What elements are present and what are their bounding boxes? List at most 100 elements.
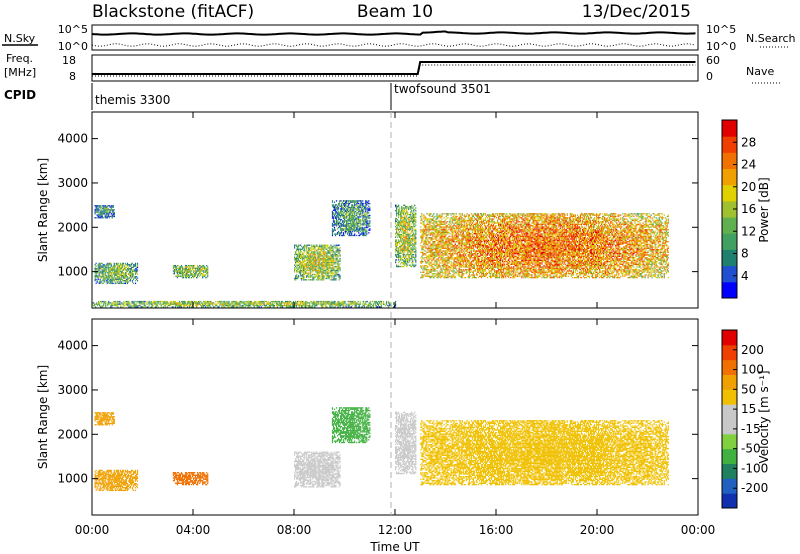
power-cell	[339, 263, 340, 264]
power-cell	[362, 207, 363, 208]
power-cell	[399, 242, 400, 243]
power-cell	[403, 229, 404, 230]
power-cell	[352, 204, 353, 205]
power-cell	[403, 214, 404, 215]
power-cell	[200, 274, 201, 275]
power-cell	[334, 215, 335, 216]
power-cell	[331, 263, 332, 264]
power-cell	[333, 212, 334, 213]
power-cell	[187, 273, 188, 274]
power-cell	[400, 239, 401, 240]
power-cell	[122, 265, 123, 266]
power-cell	[358, 232, 359, 233]
power-cell	[358, 203, 359, 204]
power-cell	[395, 223, 396, 224]
power-cell	[398, 251, 399, 252]
power-cell	[341, 210, 342, 211]
power-cell	[411, 258, 412, 259]
power-cell	[403, 213, 404, 214]
power-cell	[101, 209, 102, 210]
power-cell	[333, 251, 334, 252]
power-cell	[328, 278, 329, 279]
power-cell	[295, 279, 296, 280]
power-cell	[137, 273, 138, 274]
power-cell	[98, 279, 99, 280]
power-cell	[114, 216, 115, 217]
power-cell	[200, 272, 201, 273]
power-cell	[412, 230, 413, 231]
power-cell	[336, 219, 337, 220]
power-cell	[120, 280, 121, 281]
power-cell	[415, 217, 416, 218]
power-cell	[409, 230, 410, 231]
power-cell	[332, 274, 333, 275]
power-cell	[326, 249, 327, 250]
power-cell	[363, 211, 364, 212]
power-cell	[351, 227, 352, 228]
power-cell	[396, 265, 397, 266]
power-cell	[420, 265, 421, 266]
power-cell	[103, 275, 104, 276]
power-cell	[123, 269, 124, 270]
power-cell	[356, 220, 357, 221]
power-cell	[414, 258, 415, 259]
power-cell	[104, 280, 105, 281]
power-cell	[355, 211, 356, 212]
power-cell	[315, 277, 316, 278]
power-cell	[348, 224, 349, 225]
power-cell	[325, 270, 326, 271]
nsearch-trace	[92, 44, 696, 46]
power-cell	[335, 262, 336, 263]
nsky-tick-top: 10^5	[58, 23, 88, 36]
power-cell	[415, 214, 416, 215]
power-cell	[207, 272, 208, 273]
power-cell	[121, 273, 122, 274]
power-cell	[125, 277, 126, 278]
power-cell	[399, 210, 400, 211]
power-cell	[339, 269, 340, 270]
power-cell	[320, 270, 321, 271]
power-cell	[368, 200, 369, 201]
power-cell	[301, 279, 302, 280]
power-cell	[191, 270, 192, 271]
power-cell	[339, 247, 340, 248]
power-cell	[414, 266, 415, 267]
power-cell	[114, 276, 115, 277]
power-cell	[323, 271, 324, 272]
power-cell	[404, 254, 405, 255]
power-cell	[409, 234, 410, 235]
power-cell	[102, 263, 103, 264]
power-cell	[100, 208, 101, 209]
power-cell	[321, 254, 322, 255]
power-cell	[119, 276, 120, 277]
power-cell	[295, 266, 296, 267]
power-cell	[340, 216, 341, 217]
power-cell	[197, 265, 198, 266]
power-cell	[108, 279, 109, 280]
power-cell	[360, 231, 361, 232]
power-cell	[177, 273, 178, 274]
power-cell	[95, 280, 96, 281]
power-cell	[339, 255, 340, 256]
power-cell	[366, 226, 367, 227]
power-cell	[338, 266, 339, 267]
power-cell	[104, 276, 105, 277]
power-cell	[338, 279, 339, 280]
power-cell	[407, 230, 408, 231]
power-cell	[182, 270, 183, 271]
power-cell	[110, 267, 111, 268]
power-cell	[333, 267, 334, 268]
power-cell	[107, 283, 108, 284]
power-cell	[120, 269, 121, 270]
power-cell	[133, 275, 134, 276]
power-cell	[368, 212, 369, 213]
power-cell	[189, 277, 190, 278]
power-cell	[119, 265, 120, 266]
power-cell	[347, 212, 348, 213]
power-cell	[114, 268, 115, 269]
power-cell	[204, 266, 205, 267]
power-cell	[336, 200, 337, 201]
power-cell	[396, 207, 397, 208]
power-cell	[354, 214, 355, 215]
power-cell	[339, 235, 340, 236]
